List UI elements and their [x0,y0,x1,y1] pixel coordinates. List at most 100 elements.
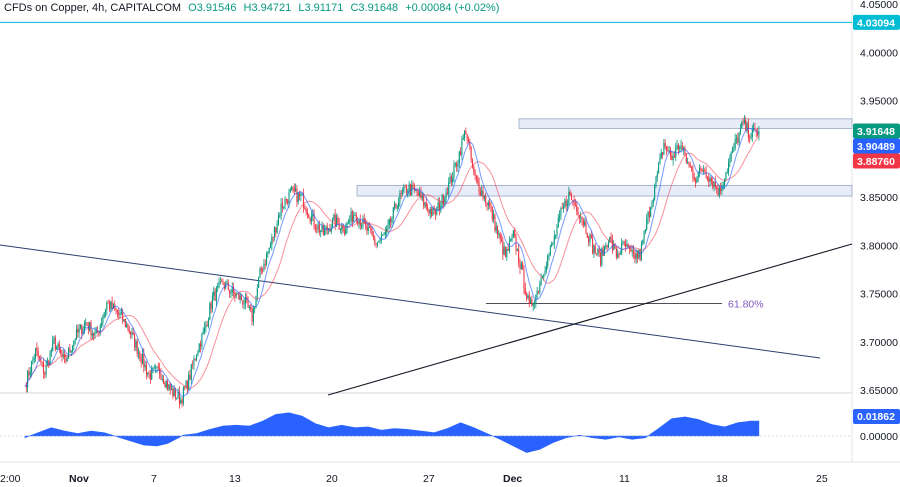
candle [174,387,177,401]
candle-body [214,291,216,301]
candle-body [176,397,178,399]
candle [515,233,517,256]
candle-body [728,162,730,173]
candle-body [442,195,444,205]
oscillator-axis[interactable]: 0.00000 [860,431,898,443]
close-value: C3.91648 [350,2,399,14]
candle [380,231,382,244]
candle-body [255,295,257,309]
candle-body [405,187,408,194]
candle [206,320,208,327]
candle-body [689,164,691,167]
candle-body [353,215,355,223]
candle-body [479,192,481,196]
candle [297,192,299,205]
candle-body [293,187,295,192]
candle-body [555,235,557,236]
candle-body [185,381,187,389]
candle-body [398,202,400,208]
candle [333,213,335,222]
candle [527,293,529,300]
ascending-trendline[interactable] [327,243,853,396]
candle-body [489,202,491,205]
candle [728,158,730,176]
candle [390,216,392,229]
candle [284,196,286,210]
candle-body [284,199,286,207]
candle [504,246,507,258]
candle [248,305,250,311]
candle-body [549,246,551,255]
candle-body [277,215,279,224]
candle [413,183,415,194]
candle [305,206,307,216]
candle-body [332,218,334,228]
candle [32,356,34,365]
candle-body [83,323,85,330]
candle-body [598,249,600,253]
price-tag-label: 3.88760 [857,156,895,168]
candle-body [145,364,147,375]
price-tick-label: 3.75000 [860,289,898,301]
candle [259,266,261,278]
candle [735,134,738,144]
candle-body [155,367,157,369]
candle [355,212,357,224]
candle [589,233,591,247]
candle [704,167,706,174]
candle [149,369,151,384]
candle-body [514,230,516,237]
candle-body [391,217,393,223]
candle-body [139,352,141,360]
candle [425,196,427,211]
symbol-header[interactable]: CFDs on Copper, 4h, CAPITALCOM O3.91546 … [4,2,503,14]
candle [697,171,699,182]
candle-body [617,253,619,258]
resistance-zone[interactable] [518,118,853,129]
candle [383,232,385,236]
support-zone[interactable] [356,185,853,197]
candle-body [596,253,598,255]
candle [495,221,497,234]
candle-body [392,207,394,218]
candle-body [425,202,427,208]
candle [730,151,732,163]
candle [403,183,405,194]
candle [485,192,487,207]
price-axis[interactable]: 4.050004.000003.950003.900003.850003.800… [860,0,898,397]
candle-body [29,372,31,376]
candle [651,200,653,210]
candle [374,235,376,247]
time-tick-label: 27 [423,473,435,485]
candle-body [383,234,385,236]
candle-body [226,282,228,284]
candle [654,183,656,201]
time-axis[interactable]: 2:00 Nov 7 13 20 27 Dec 11 18 25 [0,473,828,485]
candle-body [218,282,220,287]
candle [494,213,496,233]
candle-body [33,357,35,360]
candle-body [61,353,63,357]
candle [456,161,458,172]
candle [233,282,235,298]
candle-body [564,200,566,207]
fib-level-label: 61.80% [728,299,764,311]
candle [184,385,186,391]
candle [144,360,146,371]
candle [169,381,171,395]
candle-body [551,243,553,247]
candle-body [556,227,558,236]
candle [749,134,751,144]
candle [263,259,265,272]
descending-trendline[interactable] [0,244,821,359]
candle-body [518,249,520,263]
candle [110,301,112,313]
candle-body [427,207,429,210]
candle-body [358,219,360,223]
candle [526,291,528,302]
candle-body [283,206,285,208]
candle [189,369,191,381]
candle-body [486,202,488,206]
candle [52,335,54,352]
